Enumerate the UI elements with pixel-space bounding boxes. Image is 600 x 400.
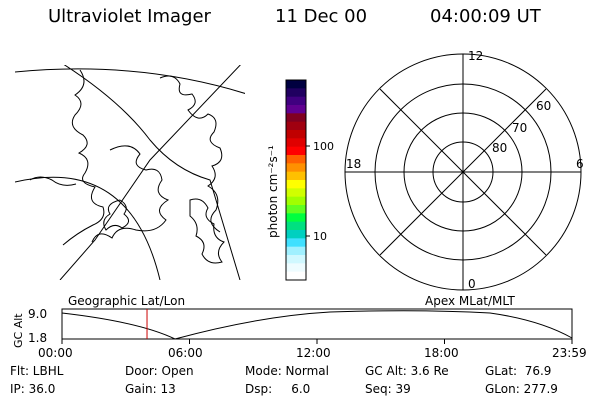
coastline-2	[159, 75, 223, 233]
colorbar-cell	[286, 113, 306, 123]
x-tick-label-2359: 23:59	[552, 346, 587, 360]
colorbar-cell	[286, 205, 306, 214]
map-meridian-2	[63, 65, 241, 280]
door-status: Door: Open	[125, 364, 194, 378]
colorbar-cell	[286, 96, 306, 106]
colorbar-cell	[286, 155, 306, 164]
colorbar-cell	[286, 238, 306, 248]
date-label: 11 Dec 00	[275, 6, 368, 27]
colorbar-unit-label: photon cm⁻²s⁻¹	[266, 145, 280, 238]
y-tick-label-1-8: 1.8	[28, 331, 47, 345]
mlt-label-0: 0	[468, 277, 476, 291]
colorbar-cell	[286, 171, 306, 181]
mode-status: Mode: Normal	[245, 364, 329, 378]
coastline-1	[62, 69, 105, 246]
gc-alt-status: GC Alt: 3.6 Re	[365, 364, 449, 378]
seq-status: Seq: 39	[365, 382, 411, 396]
colorbar-cell	[286, 163, 306, 173]
colorbar-cell	[286, 146, 306, 156]
coastline-3	[91, 145, 170, 243]
geographic-map	[15, 65, 245, 280]
instrument-title: Ultraviolet Imager	[48, 6, 211, 27]
x-tick-label-0600: 06:00	[168, 346, 203, 360]
colorbar-cell	[286, 130, 306, 139]
coastline-6	[29, 176, 77, 186]
gain-status: Gain: 13	[125, 382, 176, 396]
mlt-label-6: 6	[576, 157, 584, 171]
glat-status: GLat: 76.9	[485, 364, 552, 378]
colorbar-cell	[286, 221, 306, 231]
colorbar-cell	[286, 263, 306, 273]
colorbar-frame	[285, 79, 307, 281]
filter-status: Flt: LBHL	[10, 364, 64, 378]
x-tick-label-1800: 18:00	[424, 346, 459, 360]
polar-mlt-plot	[344, 53, 582, 291]
dsp-status: Dsp: 6.0	[245, 382, 311, 396]
time-label: 04:00:09 UT	[430, 6, 541, 27]
colorbar-cell	[286, 246, 306, 256]
colorbar-cell	[286, 180, 306, 189]
coastline-5	[189, 198, 225, 264]
y-tick-label-9: 9.0	[28, 307, 47, 321]
x-tick-label-1200: 12:00	[296, 346, 331, 360]
colorbar-cell	[286, 196, 306, 206]
colorbar-tick-label-100: 100	[313, 140, 334, 153]
polar-diagonal-2	[379, 88, 547, 256]
colorbar-cell	[286, 255, 306, 264]
altitude-timeline: Geographic Lat/Lon Apex MLat/MLT GC Alt …	[12, 294, 587, 360]
mlt-label-12: 12	[468, 49, 483, 63]
colorbar-cell	[286, 138, 306, 148]
glon-status: GLon: 277.9	[485, 382, 558, 396]
colorbar-cell	[286, 230, 306, 239]
colorbar-tick-label-10: 10	[313, 230, 327, 243]
lat-label-70: 70	[512, 121, 527, 135]
colorbar-cell	[286, 80, 306, 89]
map-latitude-circle-outer	[15, 68, 245, 95]
timeline-right-caption: Apex MLat/MLT	[425, 294, 515, 308]
colorbar-cell	[286, 105, 306, 114]
ip-status: IP: 36.0	[10, 382, 56, 396]
colorbar-cell	[286, 188, 306, 198]
timeline-left-caption: Geographic Lat/Lon	[68, 294, 185, 308]
x-tick-label-0000: 00:00	[38, 346, 73, 360]
timeline-y-axis-label: GC Alt	[12, 313, 25, 348]
coastline-4	[103, 199, 129, 231]
map-meridian-1	[59, 65, 241, 280]
lat-label-60: 60	[536, 99, 551, 113]
colorbar-cell	[286, 121, 306, 131]
mlt-label-18: 18	[346, 157, 361, 171]
colorbar-cell	[286, 213, 306, 223]
lat-label-80: 80	[492, 141, 507, 155]
colorbar: 100 10 photon cm⁻²s⁻¹	[266, 79, 334, 281]
colorbar-cell	[286, 88, 306, 98]
altitude-curve	[61, 310, 573, 340]
map-latitude-circle-inner	[15, 176, 161, 280]
colorbar-cell	[286, 271, 306, 281]
